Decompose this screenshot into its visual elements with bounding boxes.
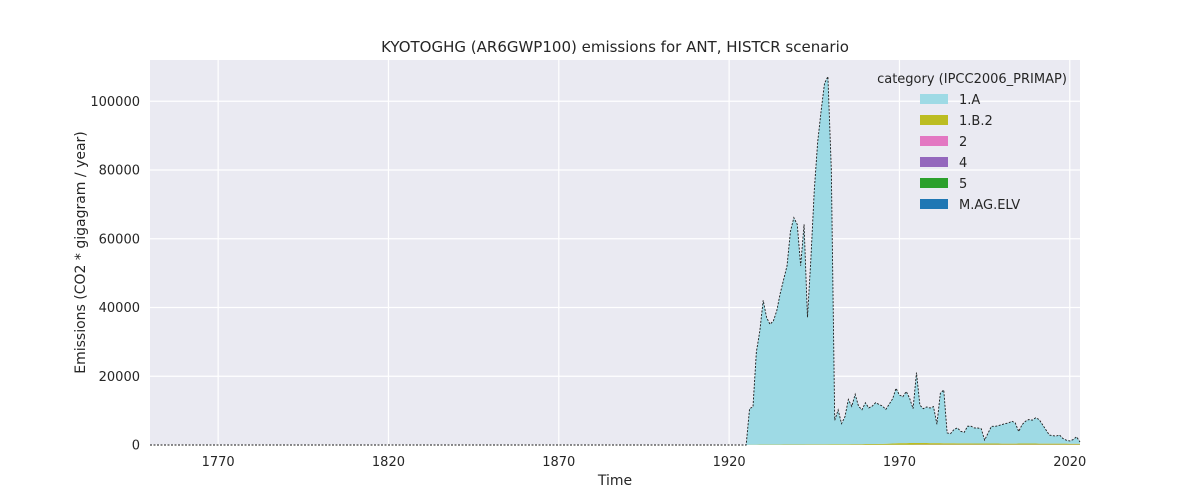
y-axis-label: Emissions (CO2 * gigagram / year): [73, 131, 89, 374]
legend-swatch-1-b-2: [920, 115, 948, 125]
legend-label-2: 2: [959, 135, 967, 150]
x-tick-label: 2020: [1053, 455, 1086, 470]
legend-swatch-m-ag-elv: [920, 199, 948, 209]
legend-label-m-ag-elv: M.AG.ELV: [959, 198, 1020, 213]
x-tick-label: 1870: [542, 455, 575, 470]
area-1-b-2: [150, 442, 1080, 445]
legend-label-1-b-2: 1.B.2: [959, 114, 993, 129]
grid-lines: [150, 60, 1080, 446]
x-tick-label: 1970: [883, 455, 916, 470]
legend-label-4: 4: [959, 156, 967, 171]
x-axis-label: Time: [597, 473, 632, 489]
legend: category (IPCC2006_PRIMAP) 1.A 1.B.2 2 4 5 M.…: [877, 72, 1067, 213]
legend-swatch-2: [920, 136, 948, 146]
legend-label-5: 5: [959, 177, 967, 192]
legend-swatch-5: [920, 178, 948, 188]
chart-title: KYOTOGHG (AR6GWP100) emissions for ANT, …: [381, 38, 849, 56]
y-axis-ticks: 0 20000 40000 60000 80000 100000: [90, 95, 140, 454]
y-tick-label: 40000: [99, 301, 140, 316]
x-tick-label: 1770: [202, 455, 235, 470]
y-tick-label: 80000: [99, 164, 140, 179]
legend-label-1-a: 1.A: [959, 93, 980, 108]
legend-swatch-4: [920, 157, 948, 167]
y-tick-label: 60000: [99, 232, 140, 247]
x-tick-label: 1920: [713, 455, 746, 470]
stacked-areas: [150, 76, 1081, 446]
y-tick-label: 20000: [99, 370, 140, 385]
x-tick-label: 1820: [372, 455, 405, 470]
legend-title: category (IPCC2006_PRIMAP): [877, 72, 1067, 87]
legend-swatch-1-a: [920, 94, 948, 104]
x-axis-ticks: 1770 1820 1870 1920 1970 2020: [202, 455, 1087, 470]
total-outline: [150, 76, 1081, 446]
y-tick-label: 0: [132, 439, 140, 454]
y-tick-label: 100000: [90, 95, 140, 110]
